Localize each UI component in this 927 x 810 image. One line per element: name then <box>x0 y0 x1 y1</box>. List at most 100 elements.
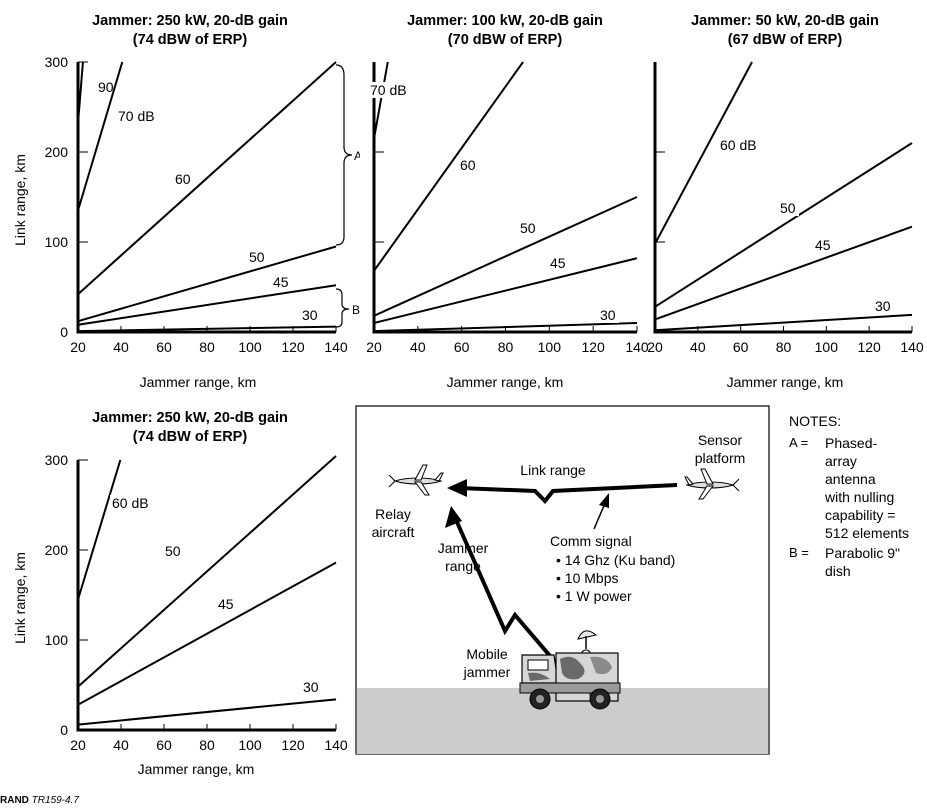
series-label: 30 <box>303 679 319 695</box>
jammer-range-label-line1: Jammer <box>438 540 489 556</box>
x-tick-label: 60 <box>454 339 470 355</box>
series-line <box>654 142 913 308</box>
series-label-bg <box>778 200 799 216</box>
note-b: B = Parabolic 9" dish <box>789 544 927 580</box>
chart-1-annotation-b: B <box>352 303 360 317</box>
chart-2-title-line2: (70 dBW of ERP) <box>448 32 563 48</box>
series-line <box>373 322 638 333</box>
note-a-line: antenna <box>825 471 876 487</box>
y-tick-label: 0 <box>60 722 68 738</box>
series-line <box>373 61 524 272</box>
x-tick-label: 40 <box>113 737 129 753</box>
x-tick-label: 120 <box>857 339 881 355</box>
chart-1-brace-b <box>335 288 350 328</box>
x-tick-label: 20 <box>366 339 382 355</box>
comm-signal-title: Comm signal <box>550 533 632 549</box>
series-line <box>654 313 913 332</box>
note-a-key: A = <box>789 435 809 450</box>
comm-signal-pointer <box>593 493 609 530</box>
series-label: 50 <box>520 220 536 236</box>
series-line <box>373 61 389 139</box>
relay-aircraft-label-line2: aircraft <box>372 524 415 540</box>
series-label-bg <box>300 307 321 323</box>
x-tick-label: 80 <box>199 339 215 355</box>
series-line <box>654 61 753 245</box>
y-tick-label: 300 <box>45 452 69 468</box>
series-label-bg <box>116 108 163 124</box>
chart-1: Jammer: 250 kW, 20-dB gain (74 dBW of ER… <box>12 13 360 390</box>
notes-panel: NOTES: A = Phased- array antenna with nu… <box>789 412 927 580</box>
series-label: 70 dB <box>118 108 155 124</box>
footer-publisher: RAND <box>0 795 29 806</box>
series-line <box>77 61 124 211</box>
series-label-bg <box>718 137 765 153</box>
series-line <box>77 284 337 326</box>
x-tick-label: 20 <box>70 339 86 355</box>
note-a-line: Phased- <box>825 435 878 451</box>
comm-signal-item-3: • 1 W power <box>556 588 632 604</box>
note-a-line: capability = <box>825 507 896 523</box>
jammer-range-arrow <box>445 506 582 693</box>
mobile-jammer-label-line1: Mobile <box>466 646 507 662</box>
x-tick-label: 80 <box>776 339 792 355</box>
chart-3-plot: 20 40 60 80 100 120 140 60 dB 50 45 30 <box>647 61 924 355</box>
series-label-bg <box>173 171 194 187</box>
chart-1-brace-a <box>335 64 353 246</box>
x-tick-label: 80 <box>199 737 215 753</box>
chart-4-xlabel: Jammer range, km <box>138 761 255 777</box>
x-tick-label: 60 <box>733 339 749 355</box>
note-b-text: Parabolic 9" dish <box>825 544 900 580</box>
series-line <box>77 325 337 333</box>
jamming-scenario-diagram: Link range Jammer range Relay aircraft S… <box>355 405 770 755</box>
series-label: 30 <box>302 307 318 323</box>
series-line <box>77 455 337 688</box>
series-label-bg <box>813 237 834 253</box>
footer-report-id: TR159-4.7 <box>31 795 79 806</box>
chart-2-plot: 20 40 60 80 100 120 140 70 dB 60 50 45 30 <box>366 61 649 355</box>
note-a: A = Phased- array antenna with nulling c… <box>789 434 927 542</box>
chart-4-title-line1: Jammer: 250 kW, 20-dB gain <box>92 410 288 426</box>
chart-1-annotation-a: A <box>354 149 360 163</box>
comm-signal-item-1: • 14 Ghz (Ku band) <box>556 552 675 568</box>
x-tick-label: 20 <box>70 737 86 753</box>
series-line <box>77 245 337 323</box>
chart-3: Jammer: 50 kW, 20-dB gain (67 dBW of ERP… <box>647 13 924 390</box>
mobile-jammer-label-line2: jammer <box>463 664 511 680</box>
chart-1-title-line1: Jammer: 250 kW, 20-dB gain <box>92 13 288 29</box>
x-tick-label: 140 <box>625 339 649 355</box>
series-line <box>77 561 337 706</box>
series-line <box>373 196 638 317</box>
x-tick-label: 140 <box>324 339 348 355</box>
series-label: 50 <box>780 200 796 216</box>
link-range-label: Link range <box>520 462 586 478</box>
y-tick-label: 200 <box>45 144 69 160</box>
x-tick-label: 40 <box>690 339 706 355</box>
chart-2-title-line1: Jammer: 100 kW, 20-dB gain <box>407 13 603 29</box>
series-label-bg <box>548 255 569 271</box>
series-label: 45 <box>273 274 289 290</box>
note-b-key: B = <box>789 545 809 560</box>
y-tick-label: 200 <box>45 542 69 558</box>
y-tick-label: 300 <box>45 54 69 70</box>
series-label: 70 dB <box>370 82 407 98</box>
chart-2-xlabel: Jammer range, km <box>447 374 564 390</box>
x-tick-label: 120 <box>281 737 305 753</box>
note-a-line: 512 elements <box>825 525 910 541</box>
series-label-bg <box>458 157 479 173</box>
relay-aircraft-icon <box>388 464 444 496</box>
note-b-line: dish <box>825 563 851 579</box>
x-tick-label: 140 <box>900 339 924 355</box>
chart-3-title-line1: Jammer: 50 kW, 20-dB gain <box>691 13 879 29</box>
series-label-bg <box>96 79 117 95</box>
chart-4-plot: 20 40 60 80 100 120 140 0 100 200 300 60 dB 50 45 30 <box>45 452 348 753</box>
chart-3-xlabel: Jammer range, km <box>727 374 844 390</box>
x-tick-label: 100 <box>538 339 562 355</box>
x-tick-label: 120 <box>581 339 605 355</box>
chart-1-ylabel: Link range, km <box>12 154 28 246</box>
series-line <box>654 225 913 321</box>
series-line <box>77 698 337 726</box>
sensor-platform-label-line1: Sensor <box>698 432 743 448</box>
series-label: 60 <box>460 157 476 173</box>
series-label-bg <box>301 679 322 695</box>
x-tick-label: 40 <box>410 339 426 355</box>
